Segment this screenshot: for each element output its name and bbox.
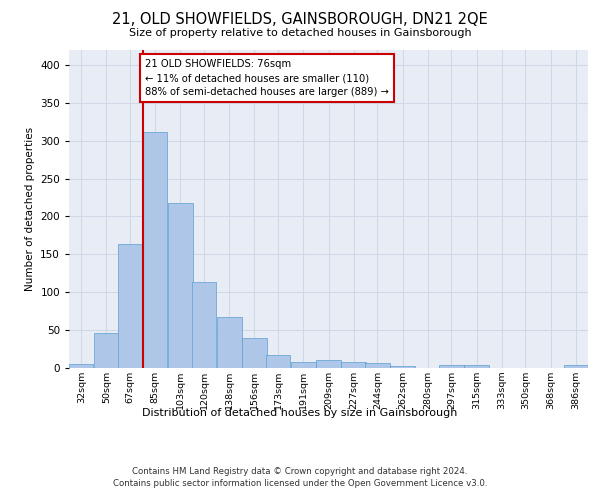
Text: 21, OLD SHOWFIELDS, GAINSBOROUGH, DN21 2QE: 21, OLD SHOWFIELDS, GAINSBOROUGH, DN21 2… [112,12,488,28]
Bar [316,360,341,368]
Bar [168,204,193,368]
Bar [341,362,366,368]
Text: Size of property relative to detached houses in Gainsborough: Size of property relative to detached ho… [128,28,472,38]
Text: 21 OLD SHOWFIELDS: 76sqm
← 11% of detached houses are smaller (110)
88% of semi-: 21 OLD SHOWFIELDS: 76sqm ← 11% of detach… [145,59,389,97]
Text: Distribution of detached houses by size in Gainsborough: Distribution of detached houses by size … [142,408,458,418]
Bar [439,365,464,368]
Text: Contains public sector information licensed under the Open Government Licence v3: Contains public sector information licen… [113,478,487,488]
Bar [391,366,415,368]
Bar [365,363,389,368]
Bar [217,317,242,368]
Bar [192,282,217,368]
Y-axis label: Number of detached properties: Number of detached properties [25,126,35,291]
Bar [69,364,94,368]
Bar [94,332,119,368]
Bar [291,362,316,368]
Bar [118,244,142,368]
Bar [266,356,290,368]
Bar [143,132,167,368]
Text: Contains HM Land Registry data © Crown copyright and database right 2024.: Contains HM Land Registry data © Crown c… [132,468,468,476]
Bar [563,365,588,368]
Bar [464,365,489,368]
Bar [242,338,266,368]
